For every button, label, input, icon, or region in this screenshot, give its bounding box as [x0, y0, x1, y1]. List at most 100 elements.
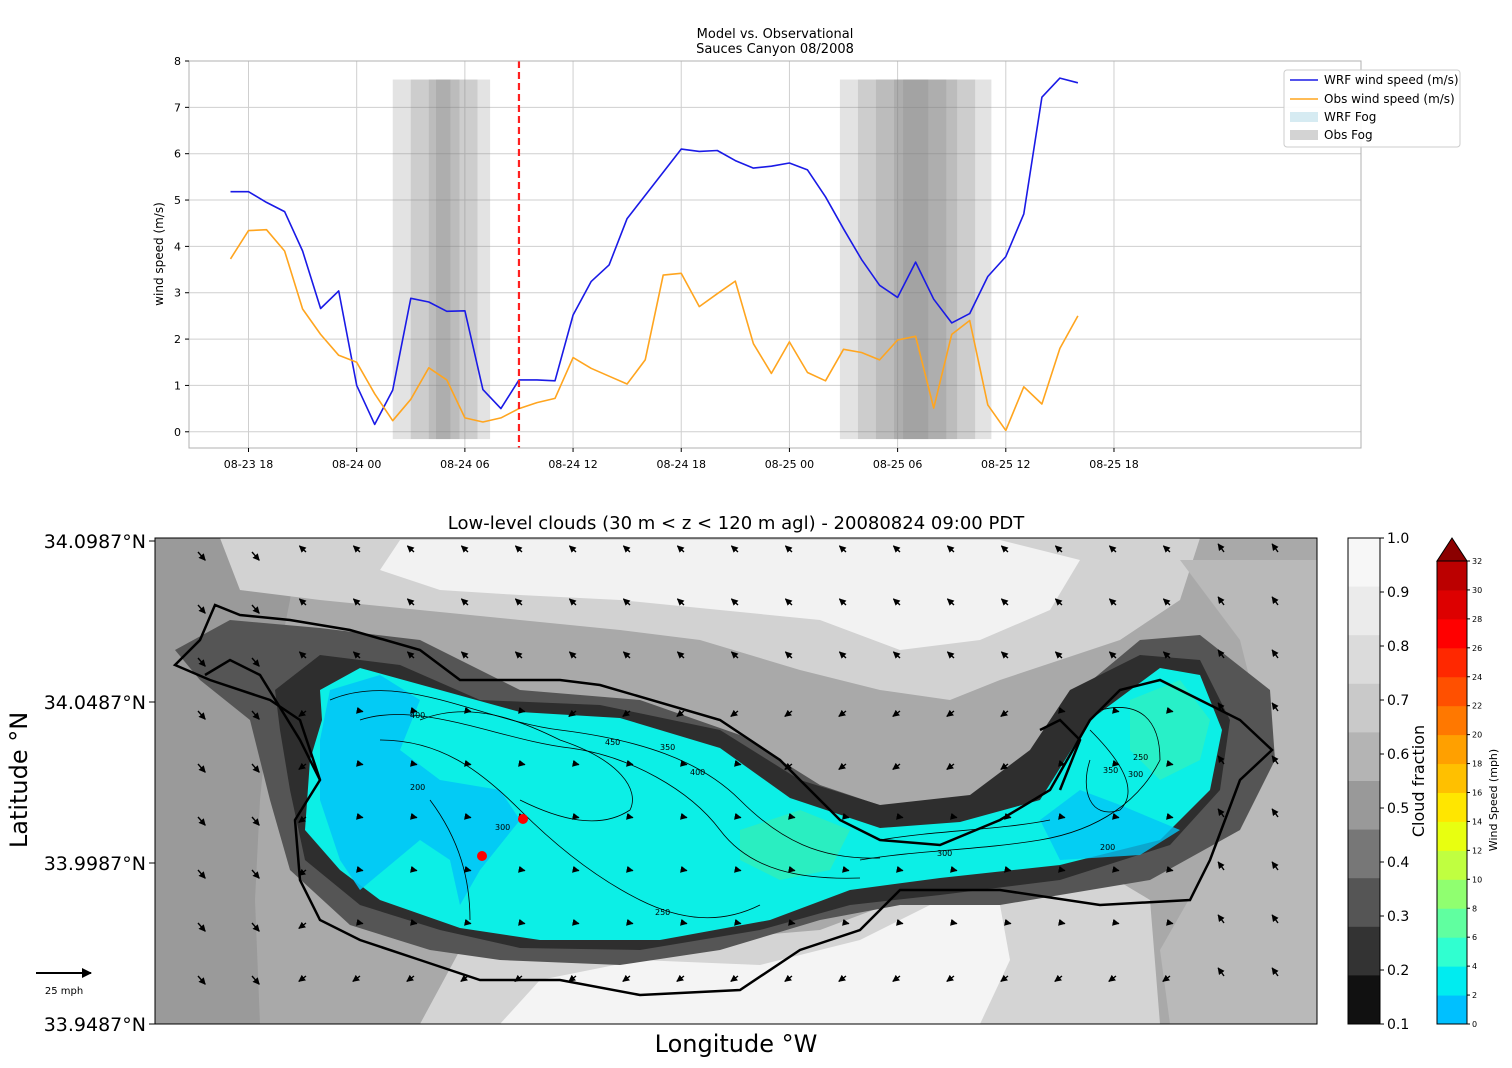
- wind-arrow: [1271, 702, 1279, 712]
- wind-arrow: [784, 545, 793, 553]
- height-contour: [429, 799, 471, 921]
- x-tick-label: 08-23 18: [224, 458, 273, 471]
- cloud-colorbar-segment: [1348, 683, 1380, 733]
- wind-arrow: [1112, 759, 1120, 767]
- wind-arrow: [1000, 974, 1009, 982]
- wind-arrow: [1054, 598, 1063, 606]
- coastline: [172, 603, 1274, 997]
- wind-arrow: [1000, 598, 1009, 606]
- wind-arrow: [838, 974, 847, 982]
- cloud-colorbar-segment: [1348, 635, 1380, 685]
- map-y-tick-label: 33.9487°N: [44, 1014, 146, 1036]
- wind-arrow: [946, 545, 955, 553]
- wind-arrow: [460, 651, 469, 659]
- wind-arrow: [784, 709, 793, 717]
- height-contour: [359, 714, 861, 879]
- wind-colorbar-tick-label: 10: [1472, 875, 1482, 884]
- wind-arrow: [892, 545, 901, 553]
- wind-arrow: [514, 974, 523, 982]
- y-tick-label: 7: [174, 101, 181, 114]
- contour-label: 300: [495, 823, 510, 832]
- map-y-axis-label: Latitude °N: [5, 712, 33, 848]
- wind-arrow: [298, 815, 307, 823]
- wind-arrow: [464, 706, 472, 714]
- y-tick-label: 5: [174, 194, 181, 207]
- wind-arrow: [892, 598, 901, 606]
- map-plot-area: 400 450 350 400 200 300 250 300 350 250 …: [155, 538, 1317, 1024]
- wind-arrow: [892, 651, 901, 659]
- wind-arrow: [1054, 974, 1063, 982]
- legend-swatch-wrf-fog: [1290, 112, 1318, 122]
- wind-arrow: [1054, 545, 1063, 553]
- wind-arrow: [1166, 812, 1174, 820]
- wind-arrow: [1166, 759, 1174, 767]
- y-tick-label: 2: [174, 333, 181, 346]
- y-tick-label: 3: [174, 287, 181, 300]
- contour-label: 250: [655, 908, 670, 917]
- series-line-wrf: [230, 77, 1079, 426]
- x-tick-label: 08-25 00: [765, 458, 814, 471]
- wind-arrow: [356, 759, 364, 767]
- line-plot-area: [189, 61, 1361, 448]
- wind-arrow: [626, 918, 634, 926]
- contour-label: 200: [1100, 843, 1115, 852]
- wind-arrow: [730, 545, 739, 553]
- contour-label: 300: [1128, 770, 1143, 779]
- wind-colorbar-tick-label: 22: [1472, 702, 1482, 711]
- cloud-colorbar-segment: [1348, 878, 1380, 928]
- wind-colorbar-tick-label: 2: [1472, 991, 1477, 1000]
- cloud-colorbar-tick-label: 0.7: [1387, 693, 1409, 709]
- wind-arrow: [352, 651, 361, 659]
- wind-arrow: [518, 759, 526, 767]
- wind-colorbar-extend: [1436, 537, 1468, 562]
- wind-arrow: [622, 974, 631, 982]
- wind-arrow: [1271, 861, 1279, 871]
- wind-arrow: [730, 651, 739, 659]
- wind-arrow: [251, 551, 260, 561]
- wind-arrow: [1108, 545, 1117, 553]
- wind-arrow: [734, 812, 742, 820]
- cloud-map: Low-level clouds (30 m < z < 120 m agl) …: [5, 513, 1500, 1058]
- height-contours: [329, 690, 1161, 921]
- fog-band: [436, 79, 451, 440]
- wind-arrow: [950, 812, 958, 820]
- wind-colorbar-segment: [1437, 995, 1467, 1025]
- wind-arrow: [1000, 651, 1009, 659]
- wind-arrow: [1217, 702, 1225, 712]
- wind-colorbar-tick-label: 12: [1472, 846, 1482, 855]
- wind-arrow: [1217, 649, 1225, 659]
- wind-arrow: [251, 604, 260, 614]
- wind-arrow: [892, 709, 901, 717]
- wind-arrow: [464, 865, 472, 873]
- wind-colorbar-tick-label: 32: [1472, 557, 1482, 566]
- wind-colorbar-tick-label: 26: [1472, 644, 1482, 653]
- wind-arrow: [1054, 651, 1063, 659]
- line-plot-frame: [188, 60, 1362, 449]
- line-chart: Model vs. Observational Sauces Canyon 08…: [152, 27, 1461, 471]
- wind-arrow: [838, 545, 847, 553]
- legend-label-obs: Obs wind speed (m/s): [1324, 92, 1455, 106]
- wind-arrow: [460, 598, 469, 606]
- wind-arrow: [514, 651, 523, 659]
- wind-arrow: [1271, 755, 1279, 765]
- wind-arrow: [622, 598, 631, 606]
- map-frame: [154, 537, 1318, 1025]
- wind-arrow: [950, 918, 958, 926]
- wind-arrow: [568, 651, 577, 659]
- wind-arrow: [1271, 596, 1279, 606]
- cloud-colorbar-segment: [1348, 586, 1380, 636]
- cloud-colorbar-segment: [1348, 926, 1380, 976]
- wind-arrow: [946, 974, 955, 982]
- contour-label: 450: [605, 738, 620, 747]
- wind-arrow: [352, 974, 361, 982]
- wind-arrow: [1004, 918, 1012, 926]
- wind-arrow: [842, 865, 850, 873]
- wind-arrow: [1217, 755, 1225, 765]
- height-contour: [1085, 729, 1129, 813]
- wind-arrow: [514, 598, 523, 606]
- wind-arrow: [626, 865, 634, 873]
- legend-label-wrf-fog: WRF Fog: [1324, 110, 1376, 124]
- contour-label: 350: [660, 743, 675, 752]
- wind-arrow: [950, 865, 958, 873]
